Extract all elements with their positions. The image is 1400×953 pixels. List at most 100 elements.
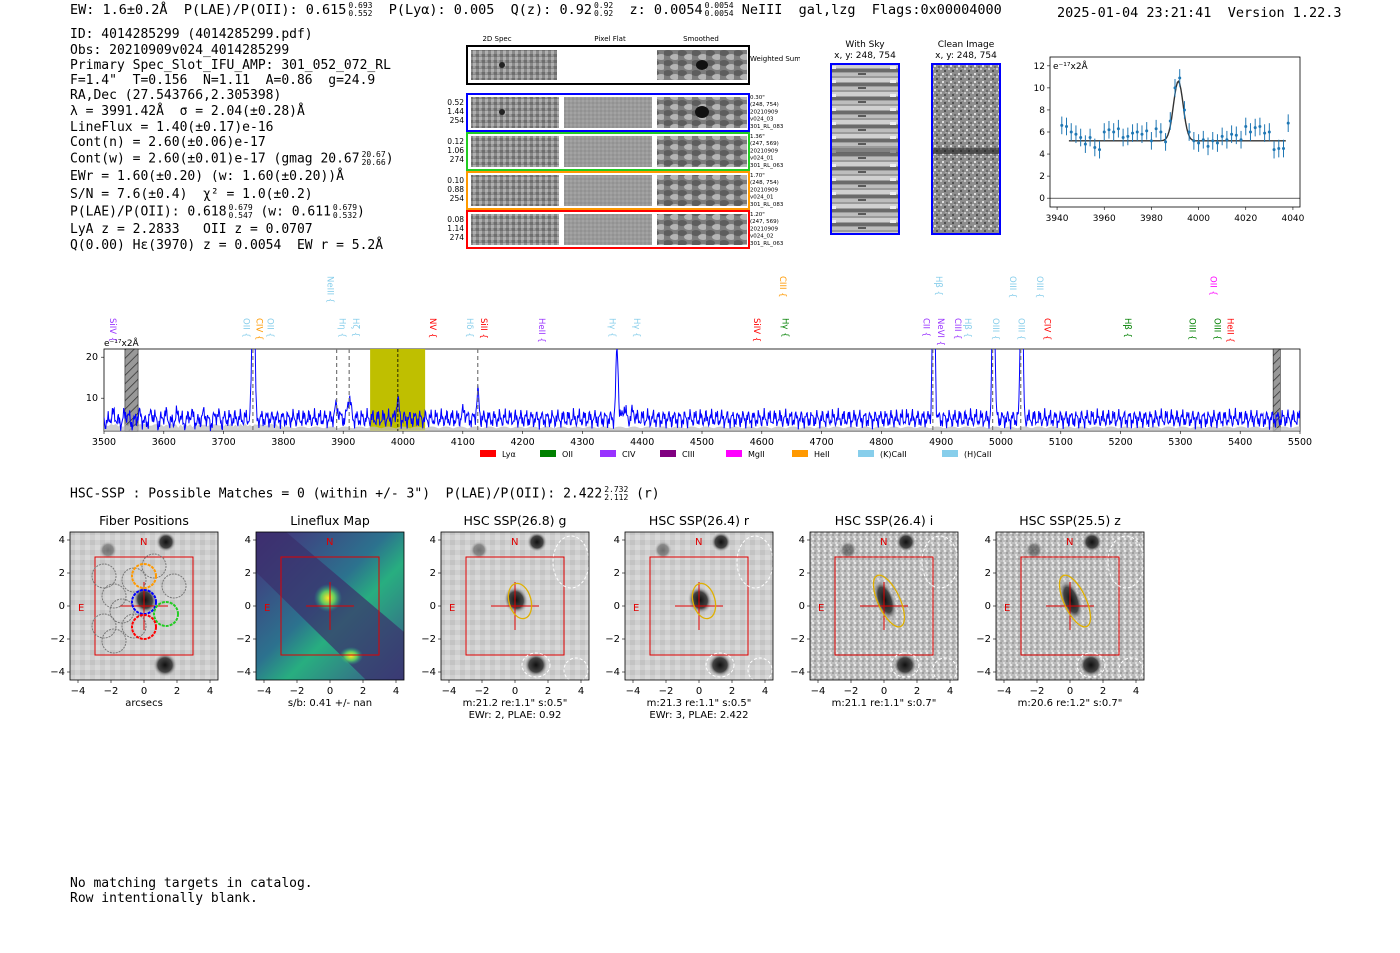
aperture-ellipse [872,574,906,628]
hsc-caption: m:21.2 re:1.1" s:0.5" [463,698,568,709]
cutout-pixel-flat [564,175,652,206]
cutout-right-label: (248, 754) [750,180,779,186]
zoom-data-point [1083,142,1087,146]
line-label: NeVI { [935,318,945,346]
search-box [94,556,194,656]
spectrum-xtick-label: 3500 [92,437,116,448]
zoom-data-point [1248,130,1252,134]
cutout-right-label: 1.36" [750,134,765,140]
zoom-data-point [1197,141,1201,145]
zoom-data-point [1102,130,1106,134]
legend-swatch [792,450,808,457]
line-label: HeII { [536,318,546,343]
line-label: CIII { [952,318,962,340]
hsc-panel-title: HSC SSP(26.8) g [464,513,567,528]
zoom-data-point [1239,138,1243,142]
cutout-right-label: 20210909 [750,148,778,154]
line-label: Hβ { [933,276,943,296]
zoom-data-point [1088,136,1092,140]
cutout-right-label: 20210909 [750,109,778,115]
spectrum-xtick-label: 4600 [750,437,774,448]
info-ewr: EWr = 1.60(±0.20) (w: 1.60(±0.20))Å [70,169,344,184]
hsc-xtick-label: −4 [997,686,1012,697]
zoom-data-point [1230,132,1234,136]
line-label: OII { [1207,276,1217,296]
cutout-right-label: 1.20" [750,212,765,218]
header-version: Version 1.22.3 [1227,5,1342,21]
east-label: E [264,603,270,614]
hsc-caption: arcsecs [125,698,163,709]
line-label: NeIII { [325,276,335,303]
spectrum-xtick-label: 3900 [331,437,355,448]
hsc-panel-title: Lineflux Map [290,513,370,528]
clean-image-title: Clean Image [938,40,995,50]
zoom-data-point [1065,124,1069,128]
fiber-circle [101,628,127,654]
hsc-ytick-label: 2 [245,568,251,579]
cutout-left-label: 254 [450,116,465,125]
zoom-data-point [1112,130,1116,134]
hsc-xtick-label: −4 [257,686,272,697]
hsc-ytick-label: −4 [421,667,436,678]
header-qz-range: 0.92 0.92 [593,1,614,18]
neighbor-ellipse [932,657,958,683]
east-label: E [1004,603,1010,614]
info-contn: Cont(n) = 2.60(±0.06)e-17 [70,135,266,150]
header-z: z: 0.0054 [629,2,703,18]
weighted-sum-label: Weighted Sum [750,55,800,63]
fiber-circle [161,573,187,599]
info-radec: RA,Dec (27.543766,2.305398) [70,88,282,103]
neighbor-source [524,653,548,677]
fiber-circle [91,613,117,639]
hsc-xtick-label: 2 [1100,686,1106,697]
spectrum-xtick-label: 5100 [1049,437,1073,448]
legend-swatch [480,450,496,457]
spectrum-xtick-label: 5500 [1288,437,1312,448]
col-smoothed: Smoothed [683,35,719,43]
fiber-circle-red [131,614,157,640]
hsc-panel: HSC SSP(26.4) i N E −4 −4 −2 −2 0 0 2 2 4 4 m:21.1 re… [790,513,959,709]
zoom-ytick-label: 12 [1034,62,1045,72]
hsc-xtick-label: 4 [1133,686,1139,697]
line-label: OIII { [1007,276,1017,298]
zoom-data-point [1178,76,1182,80]
line-label: CIV { [254,318,264,340]
zoom-data-point [1135,130,1139,134]
spectrum-ylabel: e⁻¹⁷x2Å [104,337,140,349]
line-label: OII { [240,318,250,338]
zoom-data-point [1272,148,1276,152]
cutout-pixel-flat [564,97,652,128]
hsc-panel-title: Fiber Positions [99,513,189,528]
cutout-left-label: 254 [450,194,465,203]
info-lambda: λ = 3991.42Å σ = 2.04(±0.28)Å [70,104,305,119]
fiber-circle [141,553,167,579]
sky-images: With Sky x, y: 248, 754 Clean Image x, y… [830,40,1001,235]
aperture-ellipse [507,582,533,620]
line-label: SiIV { [751,318,761,342]
line-label: OII { [264,318,274,338]
zoom-data-point [1192,139,1196,143]
legend-swatch [942,450,958,457]
header-plya: P(Lyα): 0.005 [388,2,495,18]
zoom-data-point [1154,127,1158,131]
zoom-model-fit [1068,80,1286,142]
info-lya: LyA z = 2.2833 OII z = 0.0707 [70,222,313,237]
neighbor-source [1079,653,1103,677]
zoom-data-point [1060,123,1064,127]
weighted-sum-source [499,62,505,68]
zoom-data-point [1098,148,1102,152]
zoom-data-point [1281,147,1285,151]
cutout-left-label: 0.10 [447,176,464,185]
zoom-ytick-label: 2 [1039,172,1045,182]
cutout-smoothed [657,136,747,167]
zoom-xtick-label: 4040 [1281,214,1304,224]
info-params: F=1.4" T=0.156 N=1.11 A=0.86 g=24.9 [70,73,376,88]
info-obs: Obs: 20210909v024_4014285299 [70,43,290,58]
spectrum-xtick-label: 4500 [690,437,714,448]
zoom-data-point [1244,124,1248,128]
hsc-xtick-label: 4 [947,686,953,697]
spectrum-xtick-label: 5200 [1109,437,1133,448]
info-sn: S/N = 7.6(±0.4) χ² = 1.0(±0.2) [70,187,313,202]
target-galaxy [1058,579,1084,621]
zoom-ytick-label: 6 [1039,128,1045,138]
